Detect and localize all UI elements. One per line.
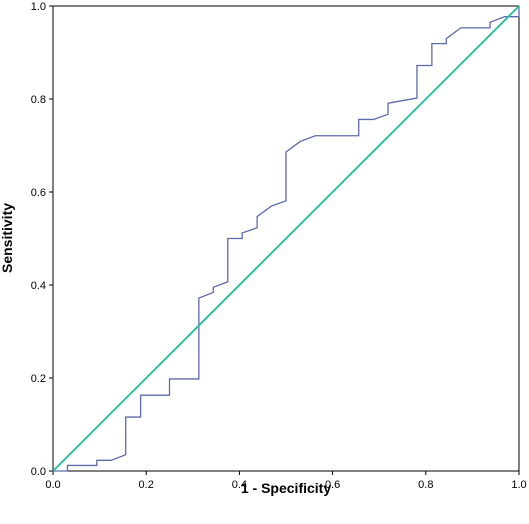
y-tick-label: 0.6	[31, 187, 46, 199]
x-tick-label: 0.2	[139, 479, 154, 491]
y-tick-label: 0.2	[31, 373, 46, 385]
x-axis-title: 1 - Specificity	[241, 480, 331, 496]
x-axis-ticks: 0.0 0.2 0.4 0.6 0.8 1.0	[45, 471, 527, 491]
y-axis-title: Sensitivity	[0, 203, 15, 273]
y-axis-ticks: 0.0 0.2 0.4 0.6 0.8 1.0	[31, 1, 53, 478]
y-tick-label: 0.8	[31, 94, 46, 106]
reference-diagonal-line	[52, 5, 520, 472]
y-tick-label: 1.0	[31, 1, 46, 13]
y-tick-label: 0.0	[31, 466, 46, 478]
series-layer	[52, 5, 520, 472]
y-tick-label: 0.4	[31, 280, 46, 292]
x-tick-label: 0.8	[418, 479, 433, 491]
x-tick-label: 1.0	[511, 479, 526, 491]
x-tick-label: 0.4	[232, 479, 247, 491]
roc-curve-line	[53, 6, 520, 472]
x-tick-label: 0.6	[325, 479, 340, 491]
x-tick-label: 0.0	[45, 479, 60, 491]
